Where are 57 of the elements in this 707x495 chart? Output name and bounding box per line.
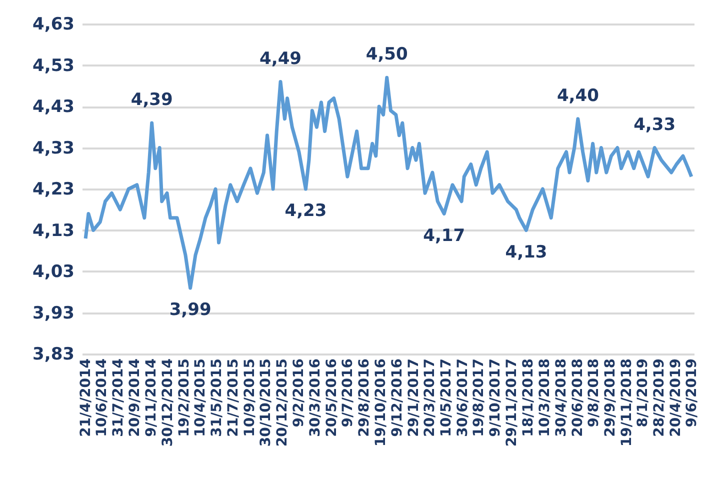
x-tick-label: 29/11/2017: [504, 358, 520, 447]
x-tick-label: 19/11/2018: [618, 358, 635, 447]
y-tick-label: 4,03: [32, 262, 74, 282]
x-tick-label: 10/3/2018: [536, 358, 553, 437]
y-tick-label: 4,63: [32, 14, 74, 34]
x-tick-label: 9/2/2016: [291, 358, 308, 428]
annotation: 4,33: [634, 114, 676, 135]
y-tick-label: 3,93: [32, 303, 74, 324]
x-tick-label: 31/7/2014: [110, 358, 127, 437]
x-tick-label: 20/5/2016: [324, 358, 340, 437]
x-tick-label: 30/4/2018: [553, 358, 570, 437]
annotation: 4,40: [556, 86, 600, 106]
y-tick-label: 4,43: [32, 97, 74, 117]
x-tick-label: 30/10/2015: [258, 358, 274, 447]
x-tick-label: 19/2/2015: [176, 358, 192, 437]
y-tick-label: 4,13: [32, 220, 74, 241]
x-tick-label: 19/10/2016: [372, 358, 389, 447]
x-tick-label: 30/6/2017: [455, 358, 472, 437]
x-tick-label: 29/1/2017: [406, 358, 422, 437]
x-tick-label: 29/9/2018: [602, 358, 618, 437]
x-tick-label: 19/8/2017: [471, 358, 488, 437]
x-tick-label: 9/11/2014: [143, 358, 160, 437]
x-tick-label: 10/4/2015: [192, 358, 209, 437]
y-tick-label: 3,83: [32, 344, 74, 364]
x-tick-label: 8/1/2019: [635, 358, 652, 428]
annotation: 4,39: [130, 90, 173, 110]
x-tick-label: 31/5/2015: [208, 358, 225, 437]
x-tick-label: 21/4/2014: [78, 358, 94, 437]
annotation: 3,99: [169, 300, 212, 320]
x-tick-label: 10/9/2015: [242, 358, 258, 437]
y-tick-label: 4,23: [32, 180, 74, 200]
x-tick-label: 30/12/2014: [160, 358, 176, 447]
x-tick-label: 10/5/2017: [438, 358, 455, 437]
y-tick-label: 4,33: [32, 138, 74, 158]
annotation: 4,13: [505, 242, 548, 262]
x-tick-label: 20/9/2014: [127, 358, 144, 437]
x-tick-label: 9/12/2016: [389, 358, 406, 437]
line-series: [84, 76, 694, 290]
annotation: 4,17: [423, 226, 466, 246]
x-tick-label: 21/7/2015: [225, 358, 242, 437]
x-tick-label: 28/2/2019: [652, 358, 668, 437]
x-tick-label: 9/10/2017: [488, 358, 504, 437]
x-tick-label: 30/3/2016: [307, 358, 324, 437]
x-tick-label: 20/6/2018: [570, 358, 586, 437]
x-tick-label: 18/1/2018: [520, 358, 536, 437]
x-tick-label: 20/3/2017: [422, 358, 438, 437]
annotation: 4,50: [366, 44, 408, 65]
y-tick-label: 4,53: [32, 56, 74, 76]
x-tick-label: 20/4/2019: [668, 358, 684, 437]
x-tick-label: 9/7/2016: [340, 358, 356, 428]
x-tick-label: 10/6/2014: [94, 358, 110, 437]
x-tick-label: 9/6/2019: [684, 358, 700, 428]
annotation: 4,23: [284, 201, 327, 221]
x-tick-label: 29/8/2016: [356, 358, 372, 437]
x-tick-label: 20/12/2015: [274, 358, 291, 447]
annotation: 4,49: [260, 48, 302, 69]
x-tick-label: 9/8/2018: [586, 358, 602, 428]
